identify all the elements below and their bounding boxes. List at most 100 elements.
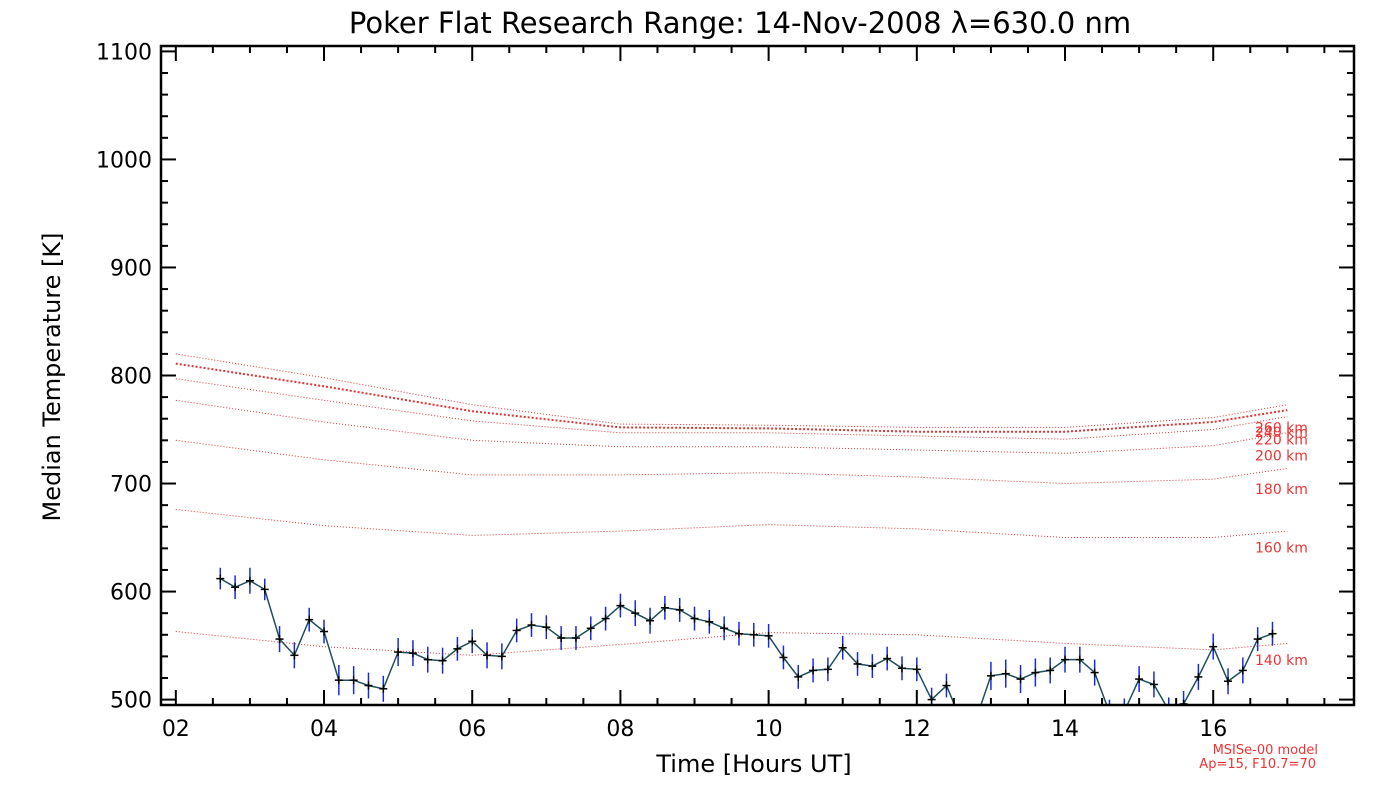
x-axis-title: Time [Hours UT] [655, 750, 851, 778]
y-tick-label: 500 [110, 689, 152, 714]
model-curves [175, 353, 1288, 656]
data-point [1149, 680, 1158, 689]
model-note: MSISe-00 model [1213, 743, 1318, 758]
data-point [497, 652, 506, 661]
data-point [957, 717, 965, 725]
data-point [779, 653, 788, 662]
data-point [394, 648, 403, 657]
data-point [423, 655, 432, 664]
data-point [1194, 672, 1203, 681]
data-point [305, 615, 314, 624]
y-tick-label: 700 [110, 473, 152, 498]
data-point [245, 576, 254, 585]
data-point [972, 715, 980, 723]
data-point [838, 643, 847, 652]
model-curve [175, 353, 1288, 428]
x-tick-label: 10 [755, 717, 783, 742]
model-curve [175, 399, 1288, 454]
data-point [1268, 629, 1277, 638]
model-params-note: Ap=15, F10.7=70 [1199, 757, 1316, 772]
plot-frame [159, 44, 1356, 707]
data-point [586, 624, 595, 633]
data-point [260, 585, 269, 594]
data-point [1209, 642, 1218, 651]
data-point [320, 627, 329, 636]
data-point [705, 617, 714, 626]
y-tick-label: 800 [110, 365, 152, 390]
data-point [764, 631, 773, 640]
data-point [216, 574, 225, 583]
data-point [1238, 666, 1247, 675]
data-point [527, 621, 536, 630]
data-point [1105, 709, 1113, 717]
model-curve [175, 362, 1288, 433]
data-point [468, 637, 477, 646]
data-point [379, 684, 388, 693]
data-point [438, 656, 447, 665]
y-tick-label: 900 [110, 256, 152, 281]
data-point [1046, 666, 1055, 675]
data-point [275, 635, 284, 644]
y-tick-label: 1000 [96, 148, 152, 173]
data-point [512, 626, 521, 635]
data-point [734, 629, 743, 638]
data-point [408, 649, 417, 658]
data-point [1120, 707, 1128, 715]
y-tick-label: 600 [110, 581, 152, 606]
data-point [897, 664, 906, 673]
data-point [231, 583, 240, 592]
data-point [660, 603, 669, 612]
data-point [646, 616, 655, 625]
data-point [1031, 668, 1040, 677]
data-point [616, 601, 625, 610]
measured-line [219, 577, 1273, 705]
x-tick-label: 04 [310, 717, 338, 742]
data-point [557, 634, 566, 643]
data-point [942, 681, 951, 690]
data-point [853, 659, 862, 668]
data-point [1075, 655, 1084, 664]
model-curve [175, 439, 1288, 485]
y-axis-title: Median Temperature [K] [38, 232, 66, 521]
data-point [986, 671, 995, 680]
data-point [631, 609, 640, 618]
data-point [794, 672, 803, 681]
data-point [1135, 675, 1144, 684]
data-point [1061, 655, 1070, 664]
data-point [542, 623, 551, 632]
x-tick-label: 02 [162, 717, 190, 742]
model-curve-label: 160 km [1255, 541, 1308, 557]
data-point [1016, 675, 1025, 684]
data-point [823, 665, 832, 674]
x-tick-label: 12 [903, 717, 931, 742]
data-point [809, 666, 818, 675]
data-point [334, 676, 343, 685]
data-point [883, 654, 892, 663]
measured-series [216, 567, 1277, 725]
data-point [1001, 669, 1010, 678]
x-tick-label: 08 [606, 717, 634, 742]
model-curve-label: 140 km [1255, 653, 1308, 669]
model-curve-label: 200 km [1255, 449, 1308, 465]
axis-ticks: 02 04 06 08 10 12 14 16 500 600 700 800 900 1000 1100 [96, 40, 1354, 742]
data-point [453, 644, 462, 653]
data-point [349, 676, 358, 685]
data-point [364, 681, 373, 690]
data-point [290, 651, 299, 660]
data-point [571, 634, 580, 643]
data-point [1224, 677, 1233, 686]
y-tick-label: 1100 [96, 40, 152, 65]
model-curve-label: 260 km [1255, 421, 1308, 437]
data-point [1090, 668, 1099, 677]
model-curve [175, 631, 1288, 656]
chart-title: Poker Flat Research Range: 14-Nov-2008 λ… [349, 6, 1131, 40]
x-tick-label: 06 [458, 717, 486, 742]
x-tick-label: 16 [1199, 717, 1227, 742]
model-curve [175, 509, 1288, 538]
data-point [1253, 635, 1262, 644]
data-point [601, 614, 610, 623]
data-point [912, 665, 921, 674]
data-point [675, 605, 684, 614]
data-point [868, 662, 877, 671]
